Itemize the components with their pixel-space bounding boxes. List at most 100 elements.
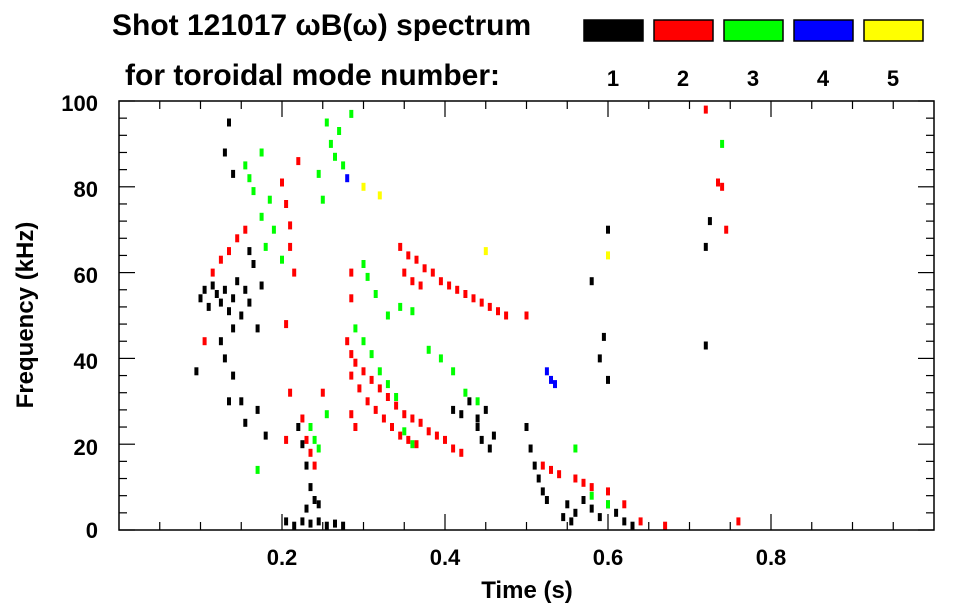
mode-1-point-55: [528, 444, 533, 453]
mode-1-point-3: [210, 281, 215, 290]
mode-2-point-21: [349, 350, 354, 359]
mode-2-point-25: [377, 384, 382, 393]
mode-2-point-5: [243, 225, 248, 234]
mode-2-point-22: [353, 358, 358, 367]
mode-3-point-37: [463, 388, 468, 397]
mode-2-point-1: [210, 268, 215, 277]
mode-2-point-35: [459, 448, 464, 457]
mode-2-point-62: [504, 311, 509, 320]
mode-2-point-76: [663, 521, 668, 530]
legend-swatch-mode-3: [723, 19, 784, 42]
mode-4-point-2: [553, 380, 557, 389]
mode-3-point-2: [251, 187, 256, 196]
mode-3-point-13: [324, 410, 329, 419]
mode-1-point-29: [231, 169, 236, 178]
mode-2-point-78: [716, 178, 720, 187]
mode-3-point-8: [280, 255, 284, 264]
legend-label-mode-4: 4: [817, 66, 830, 91]
mode-2-point-46: [349, 294, 354, 303]
mode-2-point-59: [479, 298, 484, 307]
mode-3-point-27: [394, 393, 399, 401]
mode-3-point-25: [377, 367, 382, 376]
axis-ticks: [119, 100, 934, 531]
mode-3-point-41: [573, 444, 578, 453]
mode-2-point-28: [402, 410, 407, 419]
mode-3-point-20: [316, 169, 321, 178]
mode-2-point-51: [414, 255, 419, 264]
mode-2-point-65: [418, 281, 423, 290]
y-tick-label-100: 100: [61, 91, 98, 116]
mode-1-point-49: [483, 405, 488, 414]
mode-2-point-54: [438, 277, 443, 286]
mode-1-point-61: [573, 508, 578, 517]
mode-3-point-30: [410, 307, 415, 316]
mode-1-point-43: [333, 519, 337, 528]
mode-1-point-28: [227, 118, 231, 127]
mode-2-point-4: [235, 234, 240, 243]
mode-1-point-16: [239, 397, 244, 406]
mode-2-point-72: [589, 483, 594, 492]
mode-1-point-32: [304, 461, 309, 470]
mode-2-point-73: [606, 487, 610, 496]
mode-2-point-69: [557, 470, 562, 479]
mode-3-point-10: [308, 423, 313, 431]
mode-3-point-39: [402, 427, 407, 436]
mode-3-point-21: [320, 195, 325, 204]
x-tick-label-0-4: 0.4: [430, 545, 461, 570]
mode-1-point-34: [312, 496, 317, 504]
mode-2-point-75: [638, 517, 643, 526]
mode-1-point-5: [218, 298, 223, 307]
mode-3-point-23: [361, 337, 366, 346]
mode-2-point-27: [394, 401, 399, 410]
y-tick-label-80: 80: [74, 177, 98, 202]
mode-2-point-58: [471, 294, 476, 303]
mode-3-point-24: [369, 350, 374, 359]
mode-1-point-40: [308, 519, 313, 528]
mode-1-point-44: [341, 521, 346, 530]
mode-2-point-34: [451, 444, 456, 453]
mode-1-point-2: [206, 302, 211, 311]
mode-1-point-26: [194, 367, 199, 376]
mode-2-point-2: [218, 255, 223, 264]
mode-2-point-44: [414, 440, 419, 449]
legend-swatch-mode-2: [653, 19, 714, 42]
mode-1-point-46: [459, 410, 464, 419]
mode-1-point-18: [251, 260, 256, 268]
mode-2-point-3: [227, 247, 231, 256]
mode-1-point-39: [300, 517, 305, 526]
mode-1-point-21: [259, 281, 264, 290]
mode-1-point-71: [597, 354, 602, 363]
mode-2-point-26: [385, 393, 390, 401]
mode-3-point-38: [475, 397, 480, 406]
mode-3-point-19: [349, 109, 354, 118]
mode-3-point-12: [316, 444, 321, 453]
mode-1-point-24: [231, 324, 236, 333]
mode-1-point-69: [561, 513, 566, 522]
mode-2-point-53: [430, 268, 435, 277]
mode-2-point-15: [300, 414, 305, 423]
mode-1-point-22: [263, 431, 268, 440]
mode-1-point-13: [218, 337, 223, 346]
mode-1-point-67: [622, 517, 627, 526]
mode-1-point-42: [324, 521, 329, 530]
mode-1-point-25: [227, 397, 231, 406]
mode-3-point-0: [243, 161, 248, 170]
mode-1-point-1: [202, 285, 207, 294]
mode-1-point-52: [487, 444, 492, 453]
mode-3-point-26: [385, 380, 390, 389]
mode-2-point-7: [284, 200, 289, 208]
mode-2-point-31: [426, 427, 431, 436]
legend-swatch-mode-1: [583, 19, 644, 42]
mode-2-point-23: [361, 367, 366, 376]
x-tick-label-0-2: 0.2: [267, 545, 298, 570]
mode-2-point-20: [345, 337, 350, 346]
y-tick-labels: 0 20 40 60 80 100: [61, 91, 98, 543]
mode-2-point-30: [418, 418, 423, 427]
mode-2-point-52: [422, 264, 427, 273]
mode-2-point-48: [353, 423, 358, 431]
mode-2-point-39: [373, 405, 378, 414]
mode-3-point-1: [247, 174, 252, 183]
mode-1-point-0: [198, 294, 203, 303]
mode-2-point-47: [349, 410, 354, 419]
